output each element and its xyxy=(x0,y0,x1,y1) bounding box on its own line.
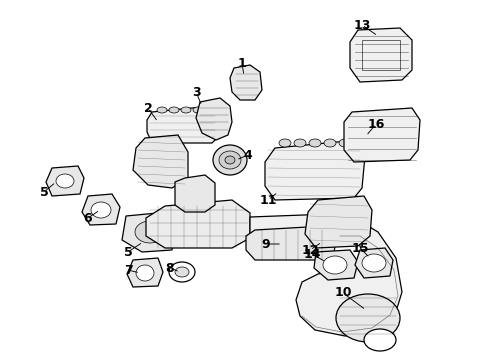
Ellipse shape xyxy=(181,107,191,113)
Polygon shape xyxy=(133,135,188,188)
Text: 12: 12 xyxy=(301,243,319,257)
Polygon shape xyxy=(230,65,262,100)
Text: 16: 16 xyxy=(368,117,385,131)
Polygon shape xyxy=(250,214,338,248)
Text: 8: 8 xyxy=(166,261,174,274)
Text: 5: 5 xyxy=(123,246,132,258)
Text: 4: 4 xyxy=(244,149,252,162)
Text: 11: 11 xyxy=(259,194,277,207)
Text: 10: 10 xyxy=(334,287,352,300)
Ellipse shape xyxy=(157,107,167,113)
Ellipse shape xyxy=(364,329,396,351)
Text: 5: 5 xyxy=(40,185,49,198)
Text: 15: 15 xyxy=(351,242,369,255)
Polygon shape xyxy=(46,166,84,196)
Ellipse shape xyxy=(219,151,241,169)
Ellipse shape xyxy=(309,139,321,147)
Ellipse shape xyxy=(169,262,195,282)
Text: 14: 14 xyxy=(303,248,321,261)
Ellipse shape xyxy=(323,256,347,274)
Polygon shape xyxy=(147,106,217,143)
Ellipse shape xyxy=(135,221,165,243)
Text: 2: 2 xyxy=(144,102,152,114)
Polygon shape xyxy=(314,250,358,280)
Ellipse shape xyxy=(225,156,235,164)
Ellipse shape xyxy=(169,107,179,113)
Text: 6: 6 xyxy=(84,212,92,225)
Text: 7: 7 xyxy=(123,264,132,276)
Ellipse shape xyxy=(294,139,306,147)
Ellipse shape xyxy=(91,202,111,218)
Ellipse shape xyxy=(339,139,351,147)
Ellipse shape xyxy=(56,174,74,188)
Text: 9: 9 xyxy=(262,238,270,251)
Polygon shape xyxy=(355,248,393,278)
Polygon shape xyxy=(127,258,163,287)
Bar xyxy=(362,40,400,70)
Text: 13: 13 xyxy=(353,18,371,32)
Polygon shape xyxy=(265,140,365,200)
Polygon shape xyxy=(196,98,232,140)
Ellipse shape xyxy=(136,265,154,281)
Polygon shape xyxy=(296,220,402,336)
Polygon shape xyxy=(344,108,420,162)
Ellipse shape xyxy=(193,107,203,113)
Polygon shape xyxy=(146,200,250,248)
Polygon shape xyxy=(175,175,215,212)
Ellipse shape xyxy=(362,254,386,272)
Ellipse shape xyxy=(205,107,215,113)
Polygon shape xyxy=(122,212,176,252)
Ellipse shape xyxy=(175,267,189,277)
Ellipse shape xyxy=(336,294,400,342)
Ellipse shape xyxy=(279,139,291,147)
Polygon shape xyxy=(82,194,120,225)
Ellipse shape xyxy=(213,145,247,175)
Polygon shape xyxy=(305,196,372,248)
Polygon shape xyxy=(246,226,336,260)
Text: 1: 1 xyxy=(238,57,246,69)
Polygon shape xyxy=(350,28,412,82)
Ellipse shape xyxy=(324,139,336,147)
Text: 3: 3 xyxy=(192,86,200,99)
